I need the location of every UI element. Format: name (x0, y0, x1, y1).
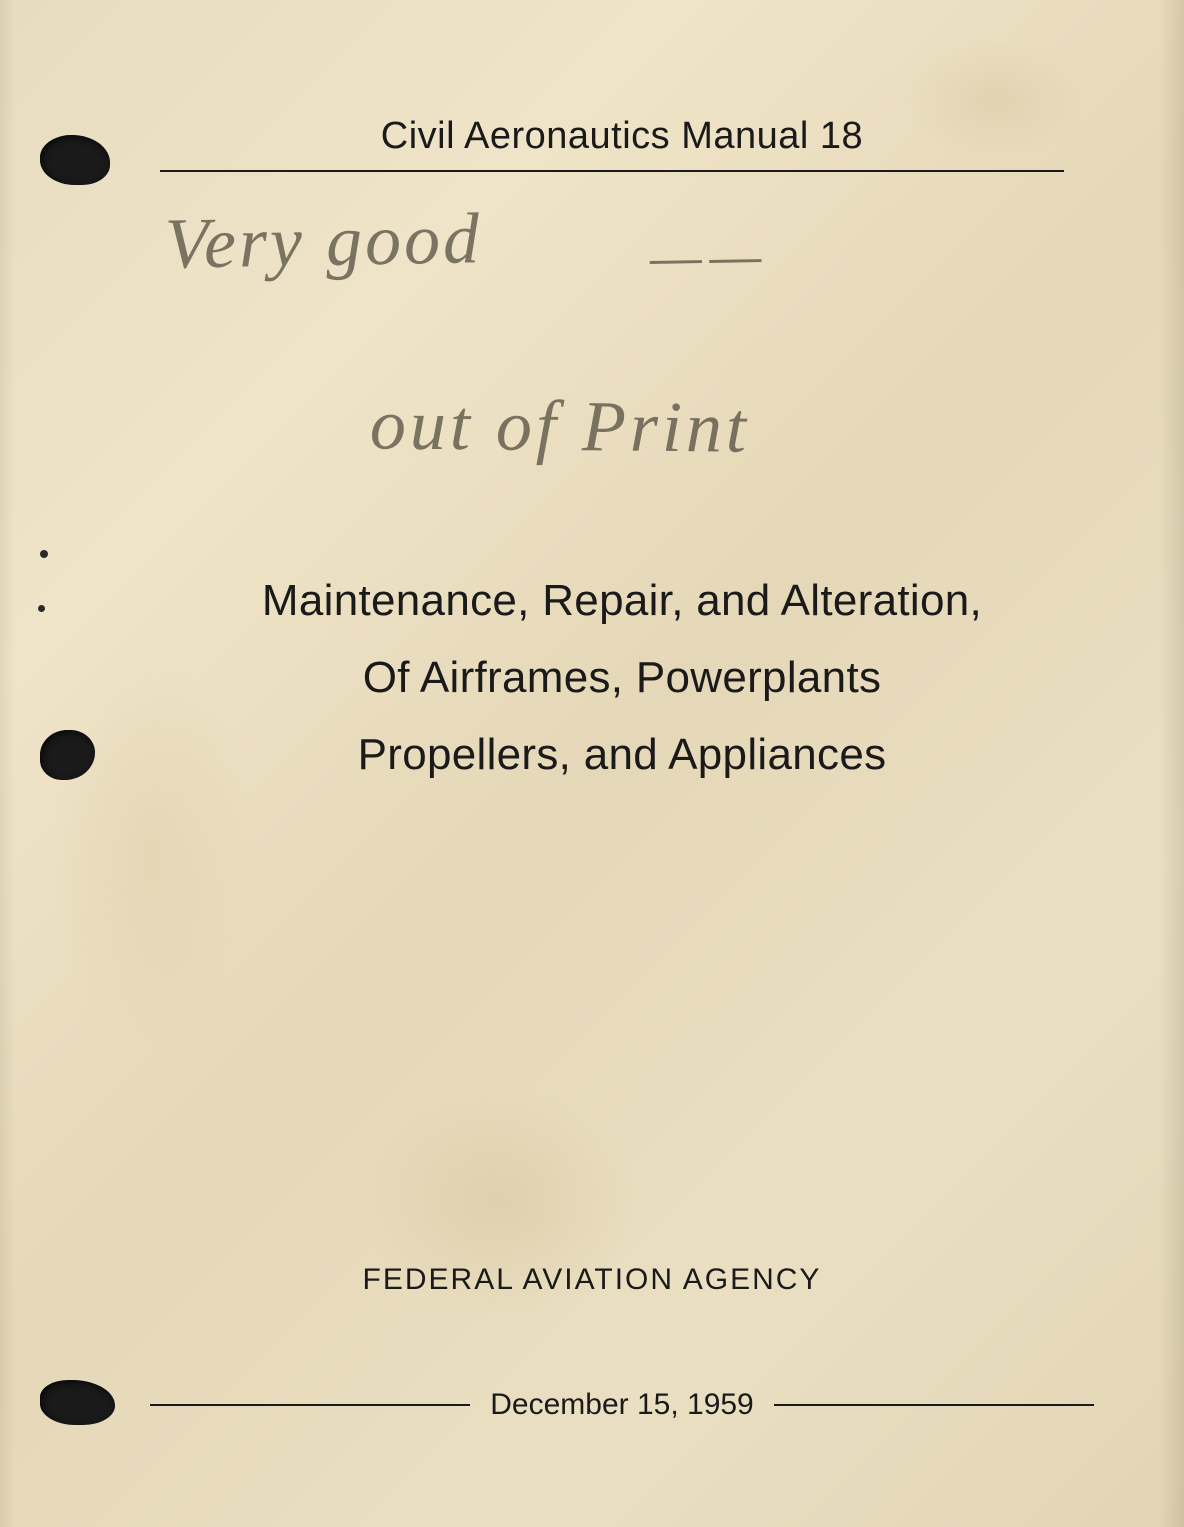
document-title: Maintenance, Repair, and Alteration, Of … (150, 562, 1094, 793)
date-rule-right (774, 1404, 1094, 1406)
manual-number-title: Civil Aeronautics Manual 18 (150, 115, 1094, 158)
title-line: Of Airframes, Powerplants (170, 639, 1074, 716)
agency-name: FEDERAL AVIATION AGENCY (0, 1263, 1184, 1297)
publication-date: December 15, 1959 (490, 1388, 754, 1422)
title-line: Maintenance, Repair, and Alteration, (170, 562, 1074, 639)
handwritten-annotation: out of Print (370, 383, 751, 469)
title-line: Propellers, and Appliances (170, 716, 1074, 793)
handwritten-dash: —— (649, 221, 769, 290)
date-section: December 15, 1959 (150, 1388, 1094, 1422)
header-divider (160, 170, 1064, 172)
document-page: Civil Aeronautics Manual 18 Very good ——… (0, 0, 1184, 1527)
date-rule-left (150, 1404, 470, 1406)
handwritten-annotation: Very good (164, 197, 482, 286)
